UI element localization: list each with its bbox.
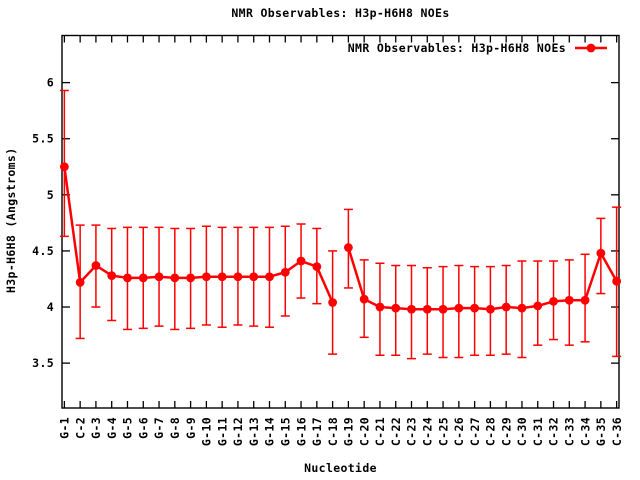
x-tick-label: C-20 [357, 417, 371, 446]
series-line [63, 166, 334, 304]
x-tick-label: C-26 [452, 417, 466, 446]
chart-title: NMR Observables: H3p-H6H8 NOEs [231, 6, 450, 20]
x-tick-label: C-28 [484, 417, 498, 446]
y-axis-label: H3p-H6H8 (Angstroms) [4, 147, 18, 293]
data-point [501, 302, 511, 312]
x-tick-label: C-36 [610, 417, 624, 446]
data-point [59, 162, 69, 172]
x-tick-label: C-34 [578, 417, 592, 446]
legend-line-marker-icon [575, 43, 607, 53]
legend-label: NMR Observables: H3p-H6H8 NOEs [347, 41, 566, 55]
data-point [296, 256, 306, 266]
x-tick-label: G-14 [263, 417, 277, 446]
y-ticks: 3.5 4 4.5 5 5.5 6 [32, 76, 619, 370]
error-bars [59, 89, 622, 360]
x-tick-label: C-21 [373, 417, 387, 446]
x-tick-label: G-5 [121, 417, 135, 439]
data-point [533, 301, 543, 311]
x-tick-label: G-1 [58, 417, 72, 439]
data-point [422, 304, 432, 314]
x-tick-label: C-2 [73, 417, 87, 439]
x-tick-label: C-18 [326, 417, 340, 446]
data-point [138, 273, 148, 283]
data-point [549, 297, 558, 306]
data-point [486, 304, 495, 314]
data-point [359, 294, 369, 304]
x-tick-label: G-19 [342, 417, 356, 446]
x-tick-label: G-9 [184, 417, 198, 439]
data-point [391, 303, 401, 313]
data-point [580, 295, 590, 305]
data-point [564, 295, 574, 305]
data-point [201, 272, 211, 282]
data-point [75, 277, 85, 287]
x-tick-label: G-13 [247, 417, 261, 446]
y-tick-label: 4.5 [32, 244, 54, 258]
data-point [375, 302, 385, 312]
x-tick-label: C-27 [468, 417, 482, 446]
data-point [438, 304, 448, 314]
data-point [343, 243, 353, 252]
x-tick-label: G-8 [168, 417, 182, 439]
plot-border [61, 34, 620, 409]
data-point [517, 303, 527, 313]
x-tick-label: C-23 [405, 417, 419, 446]
data-point [328, 298, 338, 307]
x-tick-label: G-3 [89, 417, 103, 439]
legend: NMR Observables: H3p-H6H8 NOEs [348, 41, 607, 55]
x-ticks: G-1 C-2 G-3 G-4 G-5 G-6 G-7 G-8 G-9 G-10 G-11 G-12 G… [58, 35, 624, 446]
data-point [470, 303, 480, 313]
data-point [612, 276, 622, 286]
data-point [265, 272, 274, 282]
x-tick-label: G-16 [294, 417, 308, 446]
x-tick-label: G-17 [310, 417, 324, 446]
x-tick-label: G-15 [278, 417, 292, 446]
x-tick-label: G-11 [215, 417, 229, 446]
data-point [454, 303, 464, 313]
data-point [186, 273, 195, 283]
x-tick-label: G-12 [231, 417, 245, 446]
series-line [347, 247, 618, 311]
x-tick-label: C-24 [420, 417, 434, 446]
x-tick-label: C-30 [515, 417, 529, 446]
data-points [59, 162, 622, 314]
x-tick-label: G-7 [152, 417, 166, 439]
x-tick-label: C-32 [547, 417, 561, 446]
x-tick-label: C-22 [389, 417, 403, 446]
y-tick-label: 5.5 [32, 132, 54, 146]
x-tick-label: C-29 [499, 417, 513, 446]
data-point [249, 272, 259, 282]
x-tick-label: G-10 [200, 417, 214, 446]
x-tick-label: G-6 [136, 417, 150, 439]
x-tick-label: C-33 [562, 417, 576, 446]
x-tick-label: G-35 [594, 417, 608, 446]
y-tick-label: 5 [47, 188, 54, 202]
data-point [233, 272, 243, 282]
x-tick-label: C-25 [436, 417, 450, 446]
data-point [280, 267, 290, 277]
data-point [312, 262, 322, 272]
x-tick-label: C-31 [531, 417, 545, 446]
x-tick-label: G-4 [105, 417, 119, 439]
data-line [63, 166, 618, 311]
data-point [596, 248, 606, 258]
data-point [154, 272, 164, 282]
data-point [407, 304, 416, 314]
data-point [107, 271, 117, 281]
data-point [170, 273, 180, 283]
y-tick-label: 4 [47, 300, 54, 314]
data-point [217, 272, 227, 282]
x-axis-label: Nucleotide [304, 461, 377, 475]
y-tick-label: 3.5 [32, 356, 54, 370]
data-point [123, 273, 132, 283]
y-tick-label: 6 [47, 76, 54, 90]
data-point [91, 261, 101, 270]
